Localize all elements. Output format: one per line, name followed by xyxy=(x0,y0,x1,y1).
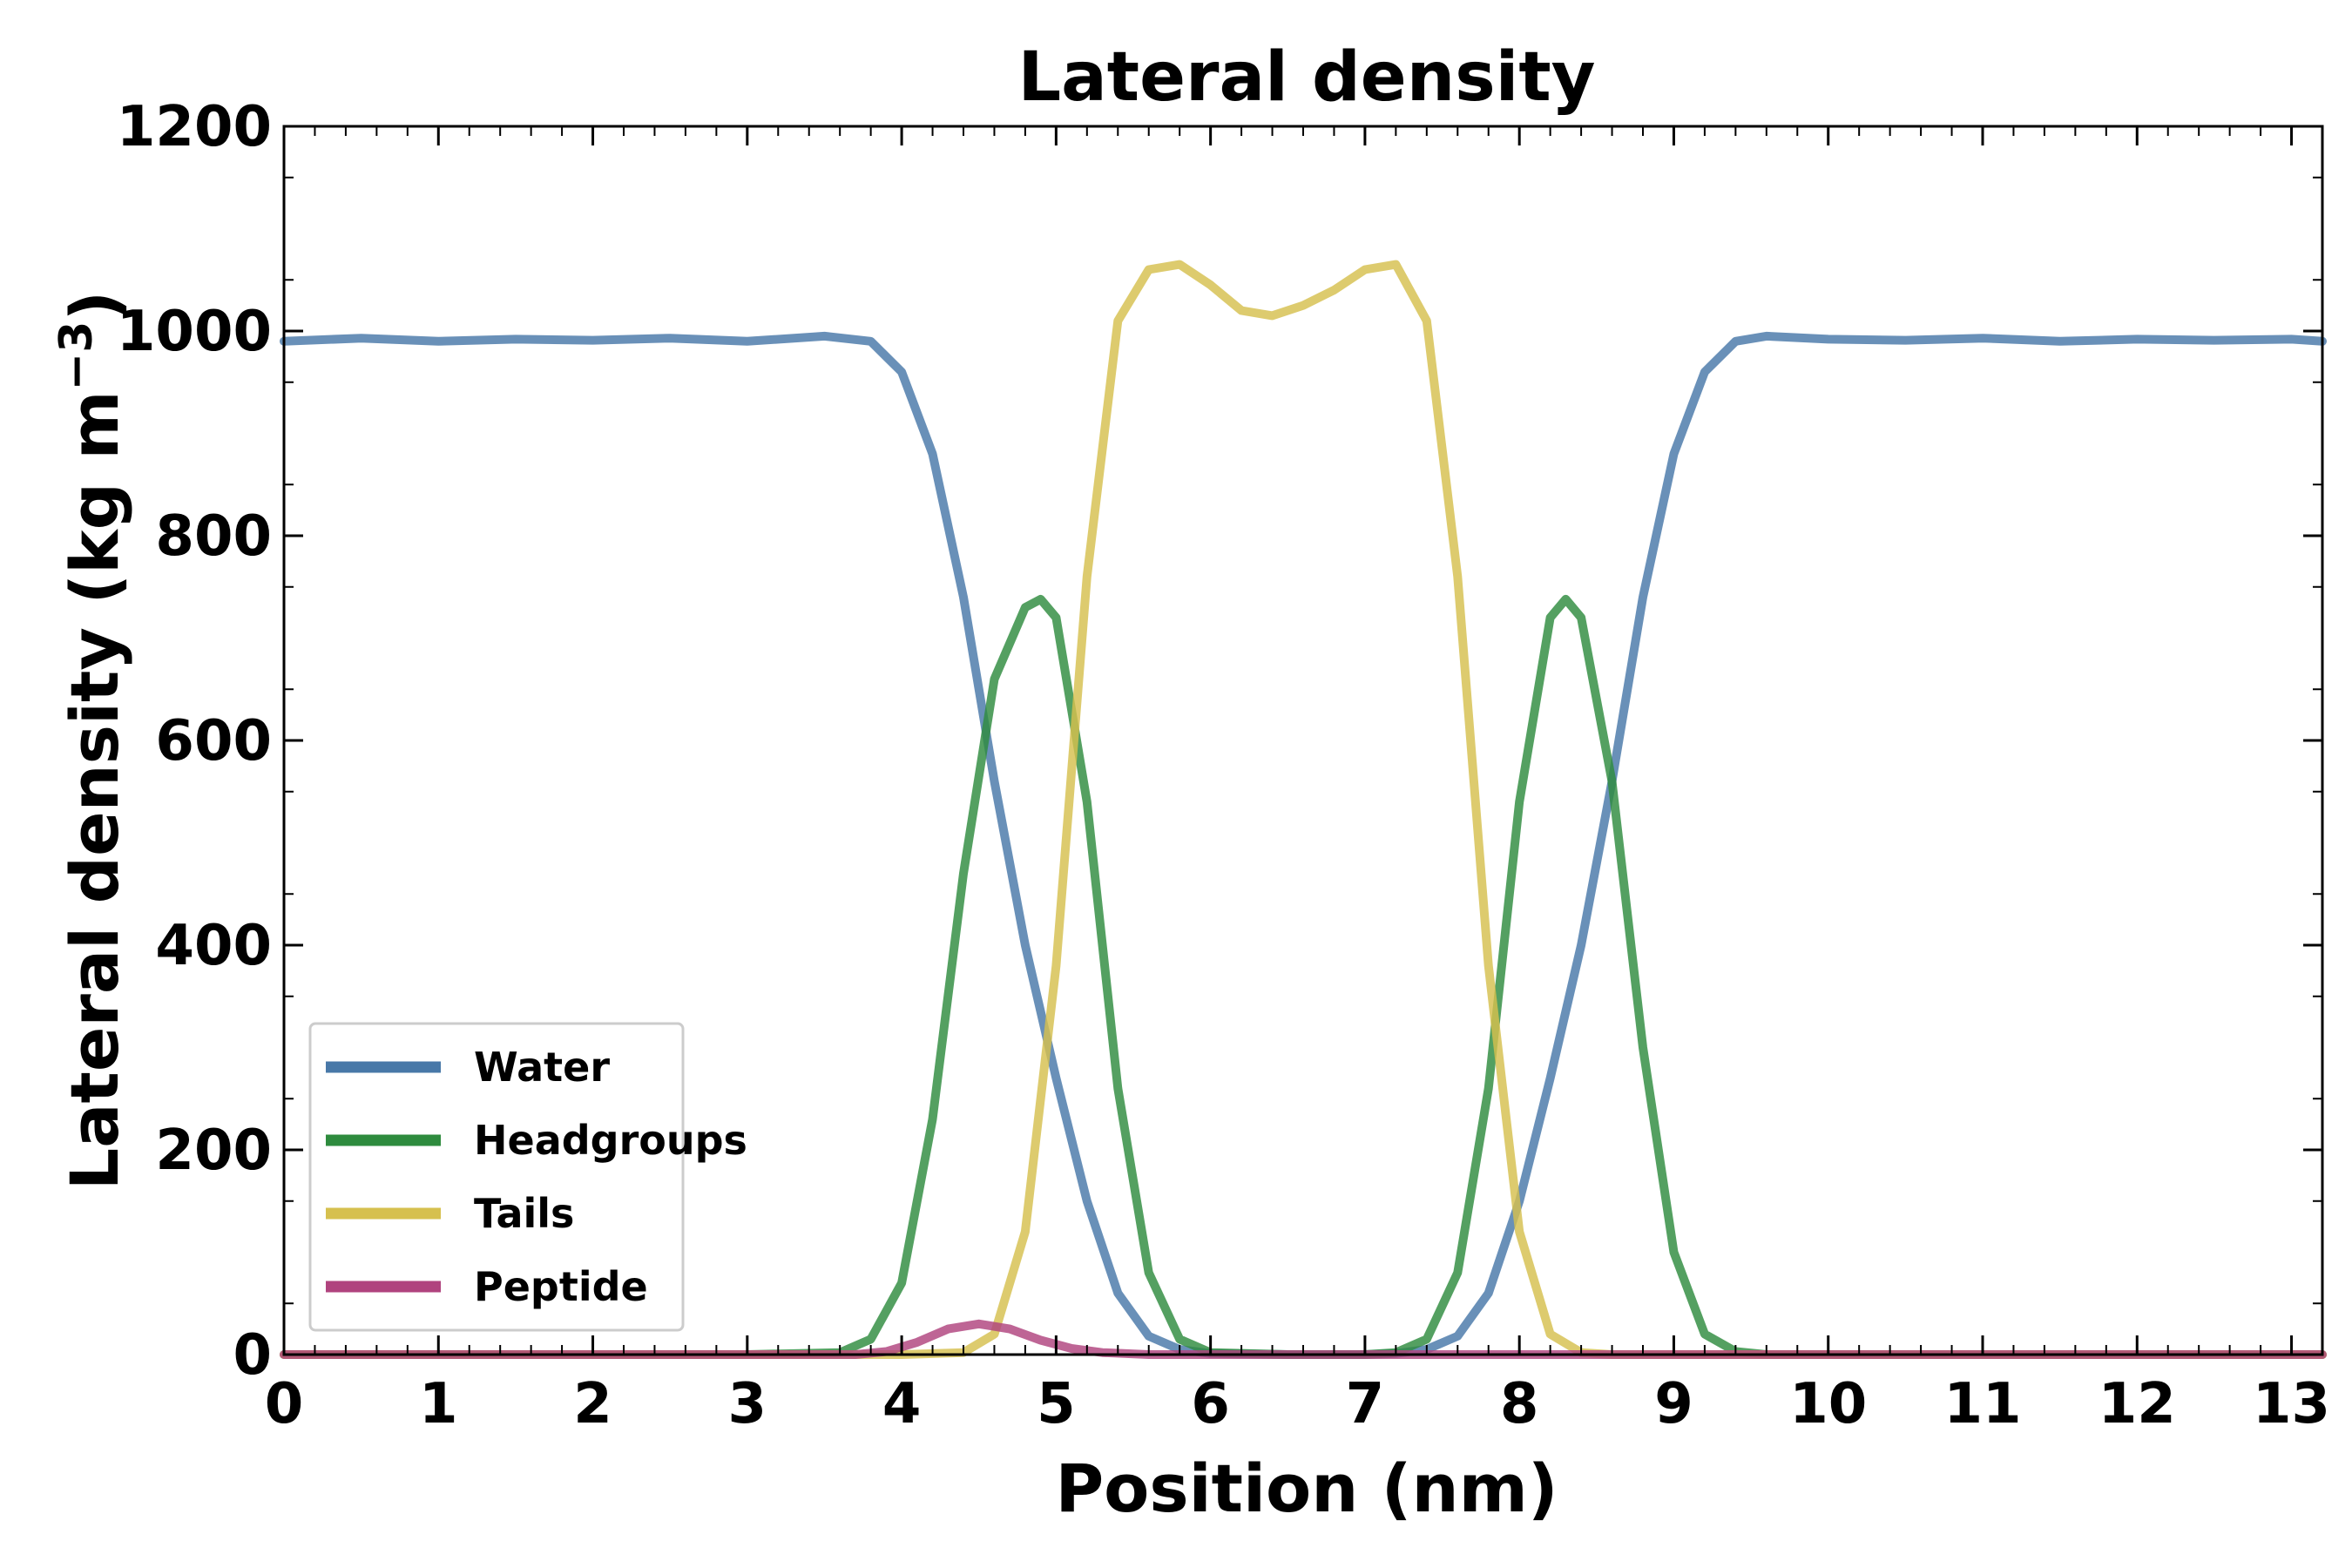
x-tick-label: 0 xyxy=(265,1372,304,1436)
y-axis-label-superscript: −3 xyxy=(51,321,103,391)
x-axis-ticks: 0 1 2 3 4 5 6 7 8 9 10 11 12 13 xyxy=(265,126,2330,1436)
x-tick-label: 9 xyxy=(1654,1372,1693,1436)
y-axis-label: Lateral density (kg m−3) xyxy=(51,291,133,1190)
legend-label-headgroups: Headgroups xyxy=(474,1117,747,1164)
legend-label-water: Water xyxy=(474,1044,610,1091)
x-tick-label: 10 xyxy=(1789,1372,1867,1436)
x-axis-label: Position (nm) xyxy=(1055,1450,1558,1527)
x-tick-label: 5 xyxy=(1037,1372,1076,1436)
x-tick-label: 2 xyxy=(573,1372,612,1436)
x-tick-label: 4 xyxy=(882,1372,922,1436)
x-tick-label: 7 xyxy=(1346,1372,1385,1436)
x-tick-label: 13 xyxy=(2253,1372,2330,1436)
x-tick-label: 6 xyxy=(1191,1372,1230,1436)
legend-label-tails: Tails xyxy=(474,1190,574,1237)
x-tick-label: 12 xyxy=(2099,1372,2176,1436)
x-tick-label: 1 xyxy=(419,1372,458,1436)
legend: Water Headgroups Tails Peptide xyxy=(308,1022,747,1332)
x-tick-label: 3 xyxy=(728,1372,767,1436)
chart-title: Lateral density xyxy=(1017,38,1595,117)
legend-label-peptide: Peptide xyxy=(474,1263,648,1310)
y-axis-label-main: Lateral density (kg m xyxy=(56,390,133,1190)
y-tick-label: 1000 xyxy=(117,300,272,364)
y-tick-label: 800 xyxy=(155,504,272,569)
y-tick-label: 1200 xyxy=(117,95,272,159)
x-tick-label: 8 xyxy=(1500,1372,1539,1436)
y-tick-label: 400 xyxy=(155,914,272,978)
y-tick-label: 0 xyxy=(233,1323,272,1388)
y-axis-label-close: ) xyxy=(56,291,133,321)
y-tick-label: 600 xyxy=(155,709,272,774)
y-tick-label: 200 xyxy=(155,1119,272,1183)
legend-items: Water Headgroups Tails Peptide xyxy=(326,1044,747,1310)
y-axis-ticks: 0 200 400 600 800 1000 1200 xyxy=(117,95,2322,1388)
x-tick-label: 11 xyxy=(1943,1372,2021,1436)
legend-box xyxy=(308,1022,685,1332)
